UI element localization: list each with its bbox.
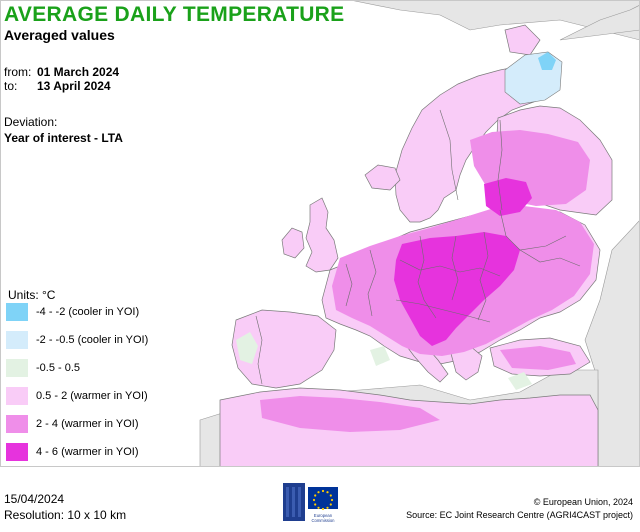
legend-item: 2 - 4 (warmer in YOI)	[6, 414, 139, 434]
to-value: 13 April 2024	[37, 79, 111, 93]
legend-label: 2 - 4 (warmer in YOI)	[36, 418, 139, 430]
legend-item: -0.5 - 0.5	[6, 358, 80, 378]
logo-text-2: Commission	[311, 518, 335, 523]
legend-swatch	[6, 303, 28, 321]
map-subtitle: Averaged values	[4, 27, 115, 43]
period-to: to: 13 April 2024	[4, 79, 111, 93]
legend-units: Units: °C	[8, 288, 56, 302]
legend-label: 4 - 6 (warmer in YOI)	[36, 446, 139, 458]
european-commission-logo: European Commission	[283, 483, 338, 523]
country-borders	[255, 109, 581, 385]
legend-label: 0.5 - 2 (warmer in YOI)	[36, 390, 148, 402]
deviation-value: Year of interest - LTA	[4, 131, 123, 145]
legend-item: 4 - 6 (warmer in YOI)	[6, 442, 139, 462]
map-title: AVERAGE DAILY TEMPERATURE	[4, 3, 345, 26]
logo-text-1: European	[314, 513, 333, 518]
copyright-text: © European Union, 2024	[533, 497, 633, 507]
legend-label: -2 - -0.5 (cooler in YOI)	[36, 334, 149, 346]
from-value: 01 March 2024	[37, 65, 120, 79]
legend-item: -2 - -0.5 (cooler in YOI)	[6, 330, 148, 350]
source-text: Source: EC Joint Research Centre (AGRI4C…	[406, 510, 633, 520]
legend-label: -0.5 - 0.5	[36, 362, 81, 374]
period-from: from: 01 March 2024	[4, 65, 119, 79]
temperature-deviation-map	[199, 0, 640, 467]
legend-label: -4 - -2 (cooler in YOI)	[36, 306, 140, 318]
cold-zone	[538, 52, 556, 70]
to-label: to:	[4, 79, 18, 93]
legend-swatch	[6, 443, 28, 461]
legend-swatch	[6, 331, 28, 349]
from-label: from:	[4, 65, 32, 79]
near-normal-patches	[236, 332, 532, 390]
resolution-text: Resolution: 10 x 10 km	[4, 508, 127, 522]
legend-item: 0.5 - 2 (warmer in YOI)	[6, 386, 148, 406]
land-strong-warm	[394, 178, 532, 346]
legend-swatch	[6, 415, 28, 433]
legend-item: -4 - -2 (cooler in YOI)	[6, 302, 139, 322]
legend-swatch	[6, 387, 28, 405]
issue-date: 15/04/2024	[4, 492, 65, 506]
deviation-label: Deviation:	[4, 115, 58, 129]
legend-swatch	[6, 359, 28, 377]
